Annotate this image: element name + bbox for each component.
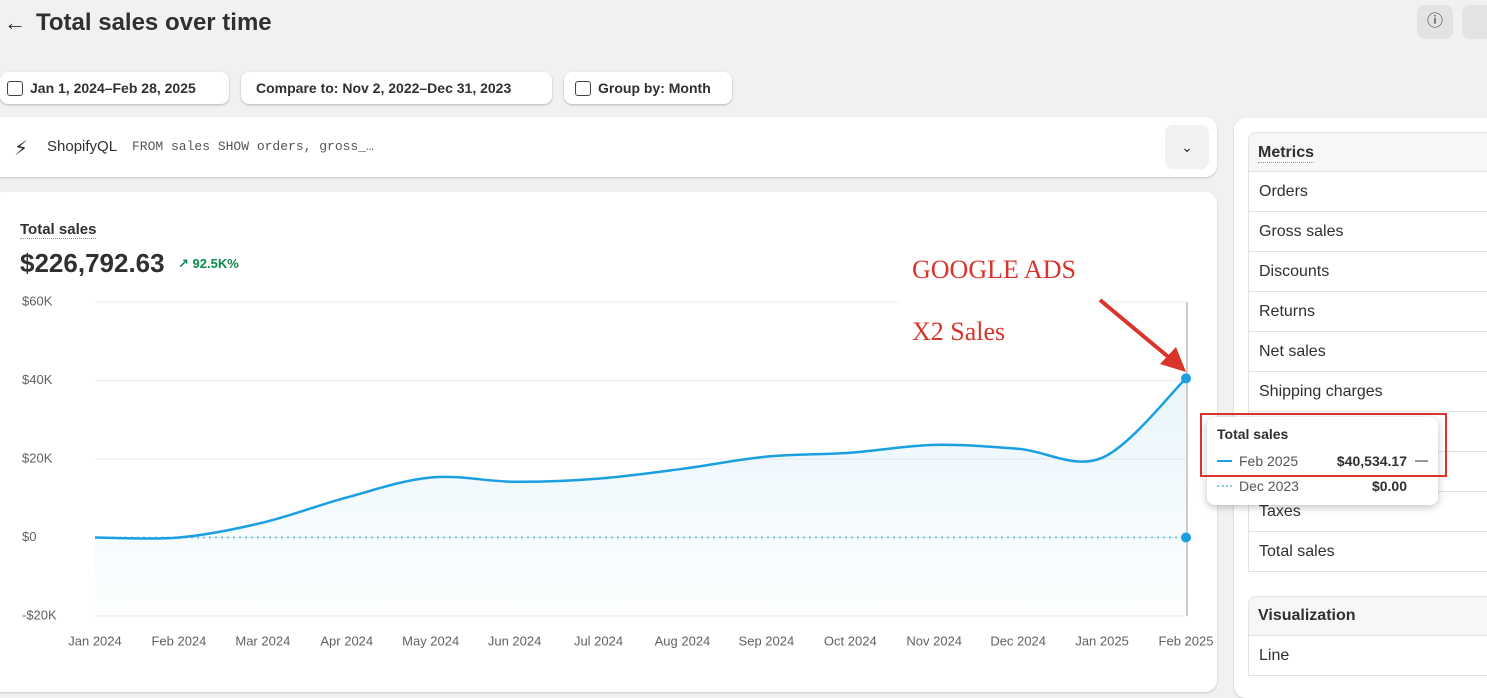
highlight-box <box>1200 413 1447 477</box>
x-tick-label: Mar 2024 <box>235 633 290 648</box>
x-tick-label: Dec 2024 <box>990 633 1046 648</box>
tooltip-label: Dec 2023 <box>1239 478 1299 494</box>
query-text: FROM sales SHOW orders, gross_… <box>132 139 374 154</box>
tooltip-dash <box>1415 460 1428 462</box>
query-label: ShopifyQL <box>47 138 118 155</box>
date-range[interactable]: Jan 1, 2024–Feb 28, 2025 <box>0 72 229 104</box>
query-card <box>0 117 1217 177</box>
x-tick-label: Sep 2024 <box>739 633 795 648</box>
bolt-icon: ⚡ <box>14 138 29 160</box>
metric-name: Total sales <box>1259 543 1335 560</box>
metrics-title: Metrics <box>1258 144 1315 163</box>
viz-value: Line <box>1259 647 1290 664</box>
metric-name: Net sales <box>1259 343 1326 360</box>
edit-button[interactable] <box>1462 5 1487 39</box>
x-tick-label: Apr 2024 <box>320 633 373 648</box>
compare-range[interactable]: Compare to: Nov 2, 2022–Dec 31, 2023 <box>241 72 552 104</box>
x-tick-label: May 2024 <box>402 633 459 648</box>
annotation-bg <box>898 255 1098 355</box>
metric-row[interactable]: Discounts <box>1248 252 1487 292</box>
x-tick-label: Feb 2025 <box>1159 633 1214 648</box>
metric-name: Orders <box>1259 183 1308 200</box>
metric-label: Total sales <box>20 221 97 239</box>
metric-name: Taxes <box>1259 503 1301 520</box>
compare-label: Compare to: Nov 2, 2022–Dec 31, 2023 <box>256 80 512 96</box>
metric-name: Discounts <box>1259 263 1330 280</box>
annotation-arrowhead <box>1160 347 1186 372</box>
group-by-label: Group by: Month <box>598 80 711 96</box>
x-tick-label: Jul 2024 <box>574 633 623 648</box>
metric-row[interactable]: Orders <box>1248 172 1487 212</box>
x-tick-label: Oct 2024 <box>824 633 877 648</box>
y-tick-label: -$20K <box>22 607 57 622</box>
annotation: X2 Sales <box>912 317 1005 346</box>
group-by[interactable]: Group by: Month <box>564 72 732 104</box>
y-tick-label: $40K <box>22 372 53 387</box>
metric-name: Returns <box>1259 303 1316 320</box>
metric-value: $226,792.63 <box>20 248 165 278</box>
annotation-arrow <box>1098 298 1174 362</box>
y-tick-label: $20K <box>22 450 53 465</box>
metric-row[interactable]: Total sales <box>1248 532 1487 572</box>
metric-row[interactable]: Net sales <box>1248 332 1487 372</box>
calendar-icon <box>7 81 23 96</box>
x-tick-label: Jun 2024 <box>488 633 542 648</box>
metric-row[interactable]: Gross sales <box>1248 212 1487 252</box>
tooltip-title: Total sales <box>1217 426 1289 442</box>
tooltip-swatch <box>1217 485 1232 487</box>
series-line <box>94 377 1187 540</box>
info-button[interactable]: ⓘ <box>1417 5 1453 39</box>
viz-header <box>1248 596 1487 636</box>
metrics-header <box>1248 132 1487 172</box>
hover-point <box>1181 373 1191 384</box>
area <box>95 378 1186 616</box>
expand-button[interactable]: ⌄ <box>1165 125 1209 169</box>
metric-name: Shipping charges <box>1259 383 1383 400</box>
metric-row[interactable]: Returns <box>1248 292 1487 332</box>
tooltip <box>1207 417 1438 505</box>
back-button[interactable]: ← <box>4 10 26 35</box>
x-tick-label: Jan 2025 <box>1075 633 1129 648</box>
calendar-icon <box>575 81 591 96</box>
x-tick-label: Aug 2024 <box>655 633 711 648</box>
metric-change-value: 92.5K% <box>192 256 239 271</box>
tooltip-label: Feb 2025 <box>1239 453 1299 469</box>
metric-change: ↗ 92.5K% <box>178 256 239 271</box>
date-range-label: Jan 1, 2024–Feb 28, 2025 <box>30 80 196 96</box>
x-tick-label: Feb 2024 <box>151 633 206 648</box>
metric-name: Gross sales <box>1259 223 1344 240</box>
annotation: GOOGLE ADS <box>912 255 1076 284</box>
tooltip-value: $0.00 <box>1371 478 1407 494</box>
tooltip-swatch <box>1217 460 1232 462</box>
x-tick-label: Nov 2024 <box>906 633 962 648</box>
y-tick-label: $60K <box>22 293 53 308</box>
page-title: Total sales over time <box>36 9 272 36</box>
tooltip-value: $40,534.17 <box>1336 453 1407 469</box>
y-tick-label: $0 <box>22 529 36 544</box>
viz-select[interactable]: Line <box>1248 636 1487 676</box>
metric-row[interactable]: Shipping charges <box>1248 372 1487 412</box>
x-tick-label: Jan 2024 <box>68 633 122 648</box>
viz-title: Visualization <box>1258 607 1356 624</box>
page: ← Total sales over time ⓘ Jan 1, 2024–Fe… <box>0 5 1487 698</box>
chart: -$20K $0 $20K $40K $60K Jan 2024 Feb 2024 Mar 2… <box>22 255 1214 648</box>
